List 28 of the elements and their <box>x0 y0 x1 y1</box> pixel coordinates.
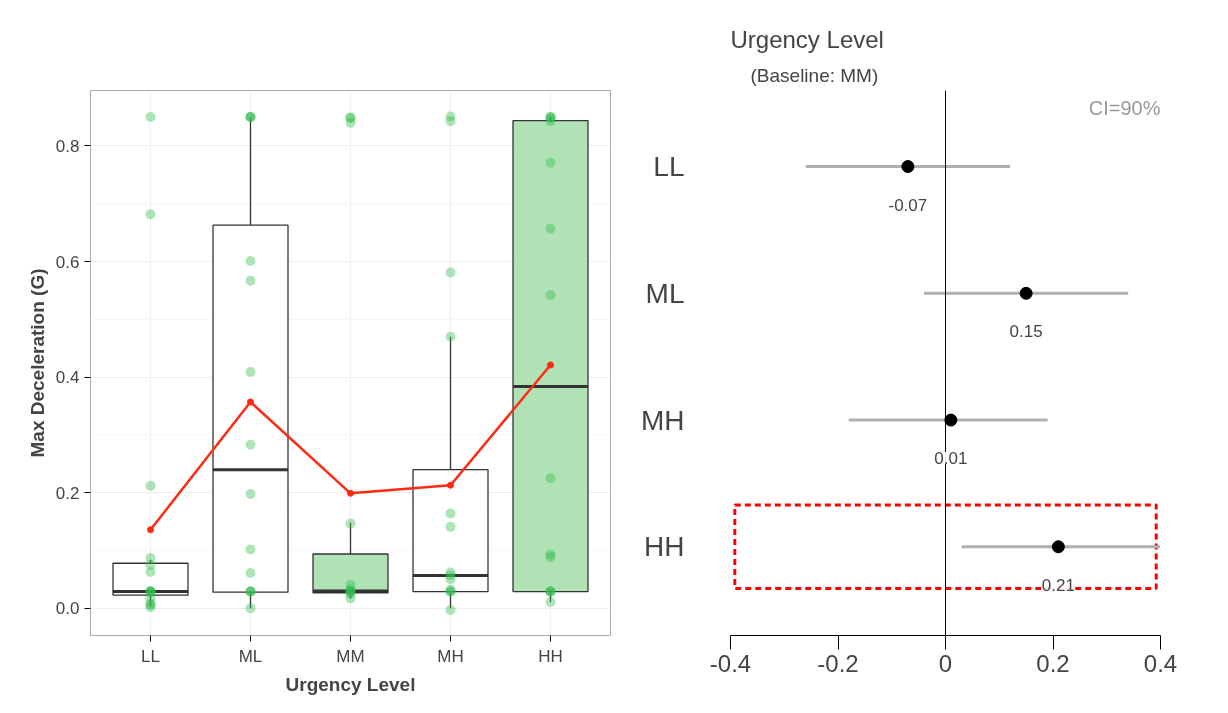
x-tick-label: 0.4 <box>1143 649 1178 677</box>
y-axis-title: Max Deceleration (G) <box>26 268 48 458</box>
chart-subtitle: (Baseline: MM) <box>750 64 879 86</box>
data-label: 0.15 <box>1009 322 1043 342</box>
data-label: -0.07 <box>888 195 928 215</box>
x-tick-label: LL <box>141 646 160 666</box>
y-tick-label: 0.2 <box>55 483 80 503</box>
annotation: CI=90% <box>1088 96 1161 119</box>
y-tick-label: 0.8 <box>55 136 80 156</box>
y-tick-label: 0.6 <box>55 252 80 272</box>
data-label: 0.01 <box>934 449 968 469</box>
y-tick-label: 0.4 <box>55 368 80 388</box>
y-tick-label: LL <box>653 151 685 183</box>
y-tick-label: HH <box>644 531 685 563</box>
x-tick-label: 0.2 <box>1036 649 1070 677</box>
x-tick-label: 0 <box>938 649 953 677</box>
data-label: 0.21 <box>1041 575 1075 595</box>
x-tick-label: -0.4 <box>709 649 752 677</box>
y-tick-label: ML <box>645 277 685 309</box>
x-axis-title: Urgency Level <box>285 673 416 695</box>
chart-title: Urgency Level <box>730 25 884 53</box>
y-tick-label: 0.0 <box>55 599 80 619</box>
x-tick-label: HH <box>538 646 563 666</box>
x-tick-label: MH <box>437 646 464 666</box>
x-tick-label: ML <box>238 646 263 666</box>
x-tick-label: -0.2 <box>817 649 859 677</box>
y-tick-label: MH <box>640 404 685 436</box>
x-tick-label: MM <box>336 646 365 666</box>
